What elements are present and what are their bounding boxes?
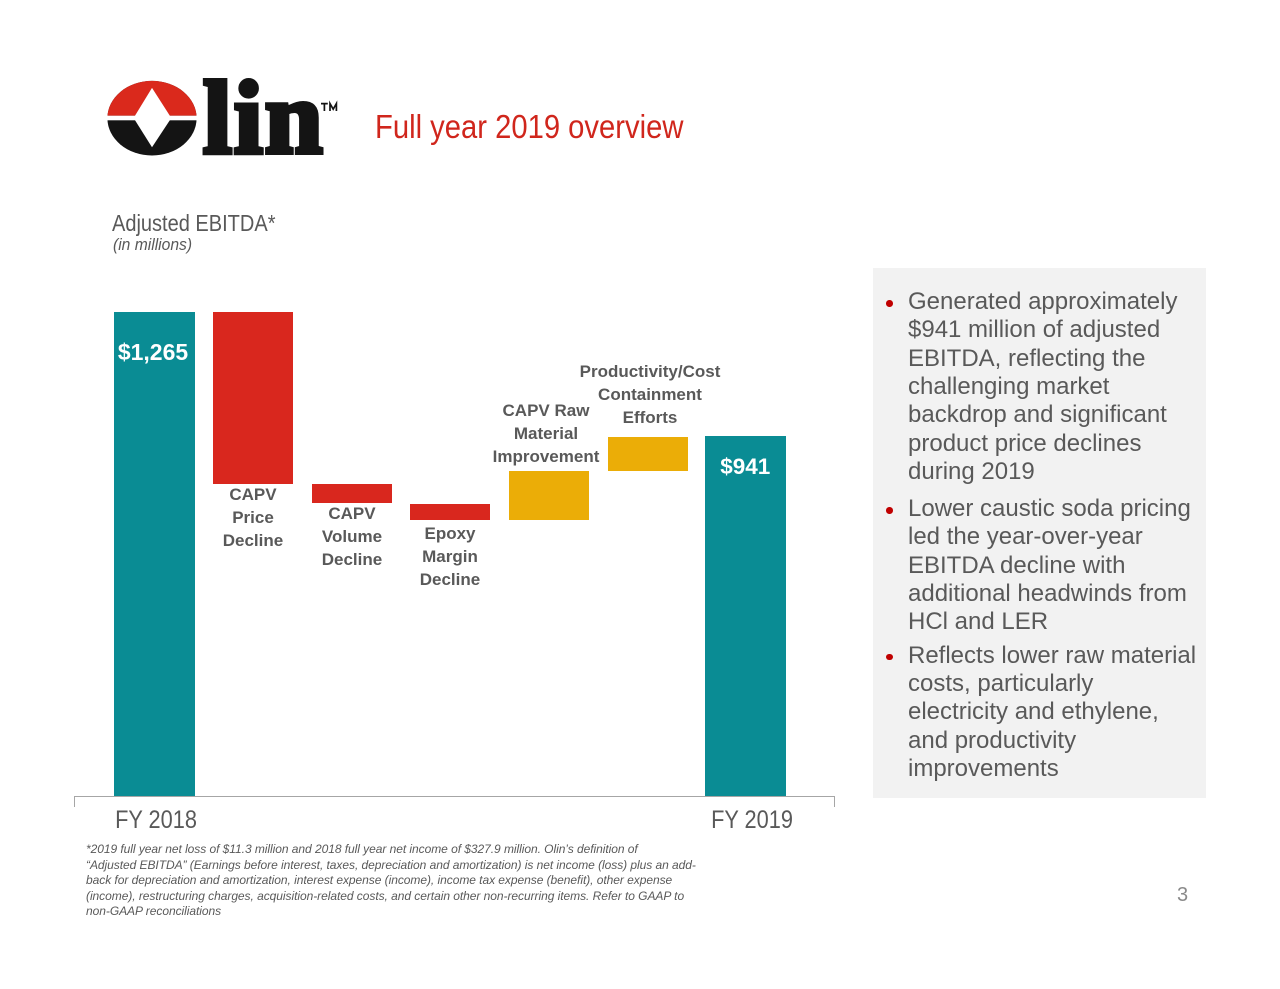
svg-text:lin: lin xyxy=(203,75,325,165)
